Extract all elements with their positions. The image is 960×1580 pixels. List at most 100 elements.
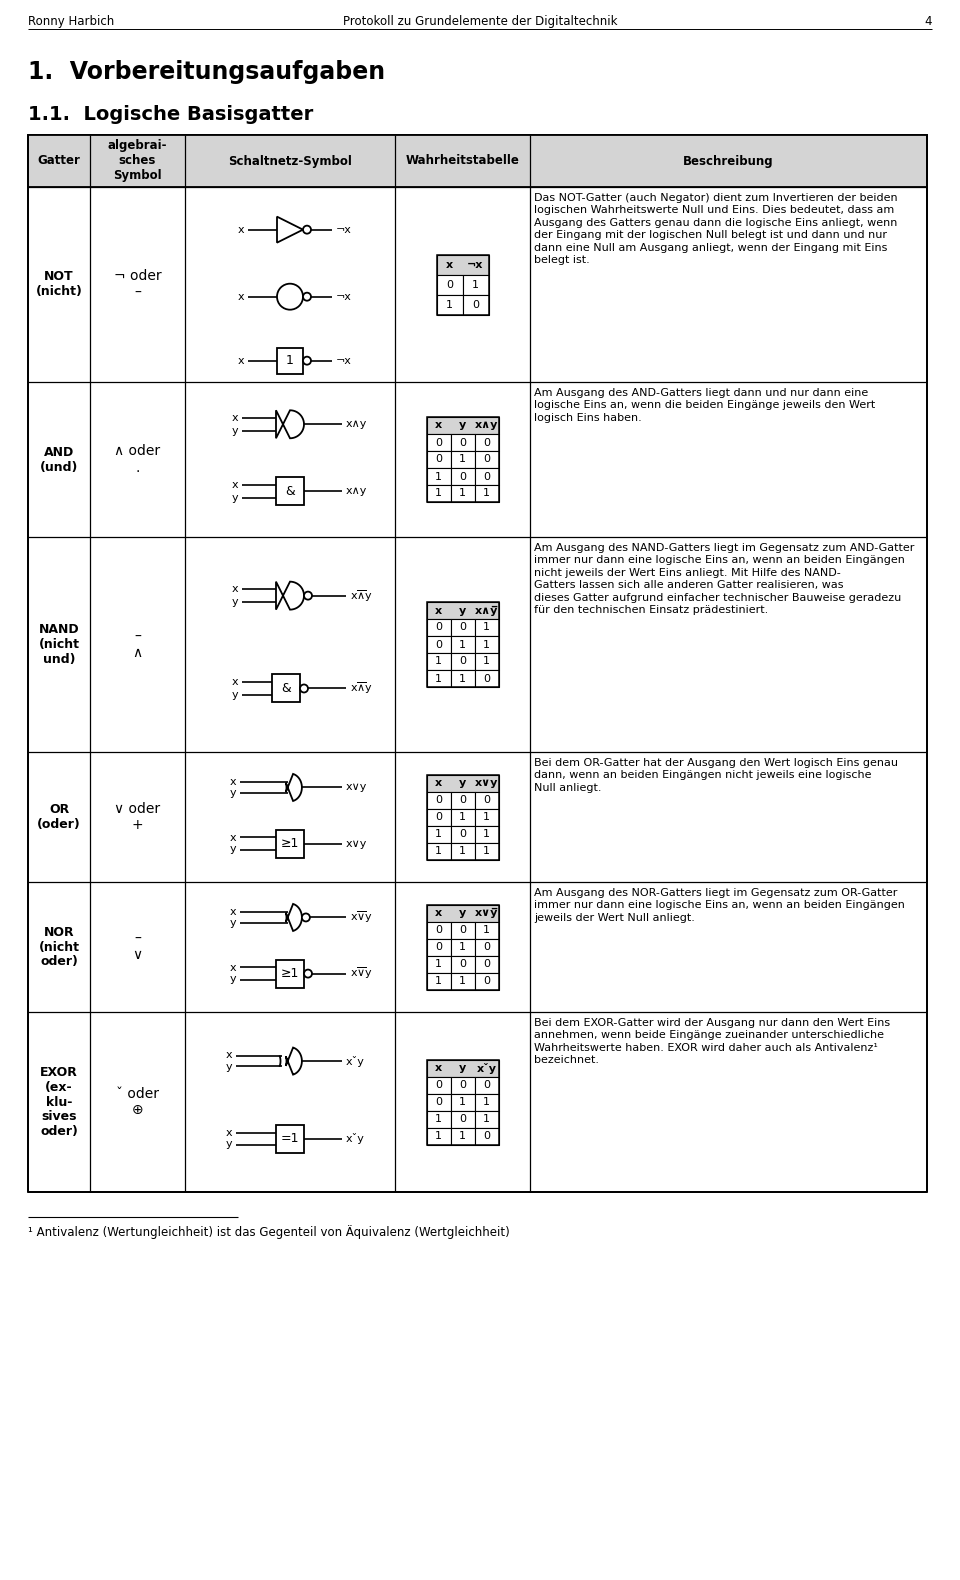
Text: x: x <box>231 585 238 594</box>
Text: ˇ oder
⊕: ˇ oder ⊕ <box>116 1087 159 1117</box>
Polygon shape <box>286 774 301 801</box>
Bar <box>474 450 498 468</box>
Text: 0: 0 <box>435 1097 442 1108</box>
Text: 1: 1 <box>459 640 466 649</box>
Bar <box>474 1093 498 1111</box>
Text: 0: 0 <box>459 924 466 935</box>
Text: x: x <box>237 356 244 365</box>
Bar <box>426 435 450 450</box>
Bar <box>474 435 498 450</box>
Bar <box>450 450 474 468</box>
Text: ¬ oder
–: ¬ oder – <box>113 270 161 300</box>
Text: 1: 1 <box>459 976 466 986</box>
Text: x∧y̅: x∧y̅ <box>475 605 498 616</box>
Text: x: x <box>435 777 442 788</box>
Text: 1: 1 <box>459 1097 466 1108</box>
Bar <box>426 637 450 653</box>
Bar <box>426 417 498 502</box>
Text: 1.  Vorbereitungsaufgaben: 1. Vorbereitungsaufgaben <box>28 60 385 84</box>
Text: 1: 1 <box>459 845 466 856</box>
Text: y: y <box>229 844 236 855</box>
Polygon shape <box>277 216 303 243</box>
Text: y: y <box>229 918 236 927</box>
Bar <box>474 619 498 637</box>
Text: Wahrheitstabelle: Wahrheitstabelle <box>405 155 519 167</box>
Text: ≥1: ≥1 <box>281 837 300 850</box>
Text: 1: 1 <box>435 959 442 969</box>
Text: Das NOT-Gatter (auch Negator) dient zum Invertieren der beiden
logischen Wahrhei: Das NOT-Gatter (auch Negator) dient zum … <box>534 193 898 265</box>
Bar <box>450 619 474 637</box>
Bar <box>463 294 489 314</box>
Text: 0: 0 <box>435 924 442 935</box>
Text: x: x <box>229 777 236 787</box>
Text: ∧ oder
.: ∧ oder . <box>114 444 160 474</box>
Text: Bei dem OR-Gatter hat der Ausgang den Wert logisch Eins genau
dann, wenn an beid: Bei dem OR-Gatter hat der Ausgang den We… <box>534 758 898 793</box>
Bar <box>474 670 498 687</box>
Text: x: x <box>435 420 442 430</box>
Bar <box>450 637 474 653</box>
Bar <box>474 939 498 956</box>
Text: y: y <box>459 777 467 788</box>
Text: 0: 0 <box>459 623 466 632</box>
Bar <box>426 602 498 619</box>
Text: &: & <box>285 485 295 498</box>
Bar <box>450 939 474 956</box>
Bar <box>426 825 450 842</box>
Bar <box>437 254 489 275</box>
Bar <box>463 275 489 294</box>
Text: 0: 0 <box>435 623 442 632</box>
Bar <box>426 485 450 502</box>
Text: 0: 0 <box>446 280 453 289</box>
Bar <box>450 842 474 860</box>
Text: 0: 0 <box>472 300 479 310</box>
Text: 1: 1 <box>483 830 490 839</box>
Text: x∨y: x∨y <box>346 839 368 848</box>
Bar <box>474 956 498 973</box>
Bar <box>474 468 498 485</box>
Bar <box>426 774 498 792</box>
Bar <box>450 956 474 973</box>
Text: y: y <box>226 1062 232 1071</box>
Text: Am Ausgang des NAND-Gatters liegt im Gegensatz zum AND-Gatter
immer nur dann ein: Am Ausgang des NAND-Gatters liegt im Geg… <box>534 544 914 615</box>
Text: ¬x: ¬x <box>336 356 352 365</box>
Bar <box>437 275 463 294</box>
Text: NOR
(nicht
oder): NOR (nicht oder) <box>38 926 80 969</box>
Polygon shape <box>276 411 304 438</box>
Bar <box>474 973 498 989</box>
Text: Am Ausgang des AND-Gatters liegt dann und nur dann eine
logische Eins an, wenn d: Am Ausgang des AND-Gatters liegt dann un… <box>534 389 876 423</box>
Bar <box>426 417 498 434</box>
Text: Protokoll zu Grundelemente der Digitaltechnik: Protokoll zu Grundelemente der Digitalte… <box>343 14 617 28</box>
Bar <box>28 134 927 186</box>
Bar <box>276 477 304 506</box>
Text: x: x <box>237 292 244 302</box>
Bar <box>426 921 450 939</box>
Text: x: x <box>229 962 236 973</box>
Text: 1: 1 <box>435 830 442 839</box>
Bar <box>426 1060 498 1144</box>
Text: x$\overline{\wedge}$y: x$\overline{\wedge}$y <box>350 681 373 697</box>
Text: ¬x: ¬x <box>336 292 352 302</box>
Text: algebrai-
sches
Symbol: algebrai- sches Symbol <box>108 139 167 183</box>
Text: &: & <box>281 683 291 695</box>
Text: 1: 1 <box>483 845 490 856</box>
Bar <box>474 653 498 670</box>
Bar <box>437 294 463 314</box>
Bar <box>426 774 498 860</box>
Bar <box>474 825 498 842</box>
Polygon shape <box>286 904 301 931</box>
Text: 0: 0 <box>483 438 490 447</box>
Bar <box>450 1076 474 1093</box>
Text: y: y <box>459 420 467 430</box>
Circle shape <box>303 226 311 234</box>
Bar <box>426 1060 498 1076</box>
Text: ¬x: ¬x <box>336 224 352 235</box>
Text: y: y <box>231 597 238 607</box>
Text: 0: 0 <box>483 471 490 482</box>
Circle shape <box>300 684 308 692</box>
Text: 1: 1 <box>483 488 490 499</box>
Text: 0: 0 <box>483 795 490 804</box>
Bar <box>474 842 498 860</box>
Text: x∨y: x∨y <box>346 782 368 793</box>
Text: y: y <box>459 1063 467 1073</box>
Text: x$\overline{\wedge}$y: x$\overline{\wedge}$y <box>350 588 373 604</box>
